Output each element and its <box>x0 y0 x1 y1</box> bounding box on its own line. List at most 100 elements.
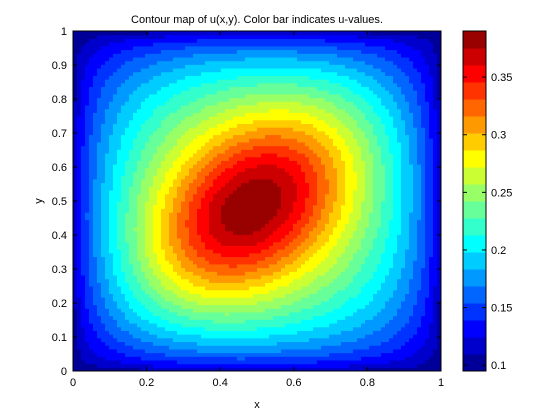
contour-cell <box>137 149 142 154</box>
contour-cell <box>257 112 262 117</box>
contour-cell <box>109 108 114 113</box>
contour-cell <box>73 104 78 110</box>
contour-cell <box>217 71 222 76</box>
contour-cell <box>133 45 138 51</box>
contour-cell <box>89 186 94 191</box>
contour-cell <box>149 282 154 287</box>
contour-cell <box>209 223 214 228</box>
contour-cell <box>113 164 118 169</box>
contour-cell <box>217 212 222 217</box>
contour-cell <box>225 271 230 276</box>
contour-cell <box>161 234 166 239</box>
contour-cell <box>285 141 290 147</box>
contour-cell <box>121 186 126 191</box>
contour-cell <box>113 134 118 139</box>
contour-cell <box>277 297 282 302</box>
contour-cell <box>93 97 98 102</box>
contour-cell <box>129 348 134 354</box>
contour-cell <box>217 189 222 195</box>
contour-cell <box>185 38 190 43</box>
contour-cell <box>109 348 114 354</box>
contour-cell <box>73 256 78 261</box>
contour-cell <box>141 186 146 191</box>
contour-cell <box>89 75 94 80</box>
contour-cell <box>225 367 230 371</box>
contour-cell <box>81 278 86 283</box>
contour-cell <box>117 31 122 36</box>
contour-cell <box>285 345 290 350</box>
contour-cell <box>137 219 142 224</box>
contour-cell <box>73 330 78 335</box>
contour-cell <box>221 326 226 331</box>
contour-cell <box>217 149 222 154</box>
contour-cell <box>137 127 142 132</box>
contour-cell <box>73 164 78 169</box>
contour-cell <box>221 330 226 335</box>
contour-cell <box>217 326 222 331</box>
contour-cell <box>205 149 210 154</box>
contour-cell <box>193 300 198 306</box>
contour-cell <box>141 256 146 261</box>
contour-cell <box>233 322 238 328</box>
contour-cell <box>161 112 166 117</box>
contour-cell <box>133 186 138 191</box>
contour-cell <box>141 149 146 154</box>
contour-cell <box>89 67 94 73</box>
contour-cell <box>241 60 246 65</box>
contour-cell <box>269 86 274 91</box>
contour-cell <box>249 311 254 317</box>
contour-cell <box>141 286 146 291</box>
contour-cell <box>129 75 134 80</box>
contour-cell <box>197 234 202 239</box>
contour-cell <box>249 263 254 269</box>
contour-cell <box>185 178 190 184</box>
contour-cell <box>173 300 178 306</box>
contour-cell <box>257 252 262 258</box>
contour-cell <box>177 64 182 69</box>
contour-cell <box>217 278 222 283</box>
contour-cell <box>81 178 86 184</box>
contour-cell <box>181 197 186 202</box>
contour-cell <box>277 311 282 317</box>
contour-cell <box>89 189 94 195</box>
contour-cell <box>249 38 254 43</box>
contour-cell <box>161 175 166 180</box>
contour-cell <box>93 363 98 368</box>
contour-cell <box>221 249 226 254</box>
contour-cell <box>121 226 126 232</box>
contour-cell <box>265 352 270 357</box>
contour-cell <box>109 282 114 287</box>
contour-cell <box>177 356 182 361</box>
contour-cell <box>193 197 198 202</box>
contour-cell <box>173 282 178 287</box>
contour-cell <box>105 363 110 368</box>
contour-cell <box>153 34 158 39</box>
contour-cell <box>197 286 202 291</box>
contour-cell <box>261 308 266 313</box>
contour-cell <box>129 334 134 339</box>
contour-cell <box>121 197 126 202</box>
contour-cell <box>129 93 134 99</box>
contour-cell <box>97 79 102 84</box>
contour-cell <box>161 34 166 39</box>
contour-cell <box>121 171 126 176</box>
contour-cell <box>209 152 214 158</box>
contour-cell <box>129 278 134 283</box>
contour-cell <box>233 141 238 147</box>
contour-cell <box>221 341 226 346</box>
contour-cell <box>245 197 250 202</box>
contour-cell <box>105 104 110 110</box>
contour-cell <box>117 212 122 217</box>
contour-cell <box>253 64 258 69</box>
contour-cell <box>125 219 130 224</box>
contour-cell <box>89 267 94 272</box>
contour-cell <box>269 341 274 346</box>
contour-cell <box>189 297 194 302</box>
contour-cell <box>149 193 154 198</box>
contour-cell <box>217 108 222 113</box>
contour-cell <box>269 45 274 51</box>
contour-cell <box>105 319 110 324</box>
contour-cell <box>185 116 190 121</box>
contour-cell <box>105 274 110 280</box>
contour-cell <box>133 304 138 309</box>
